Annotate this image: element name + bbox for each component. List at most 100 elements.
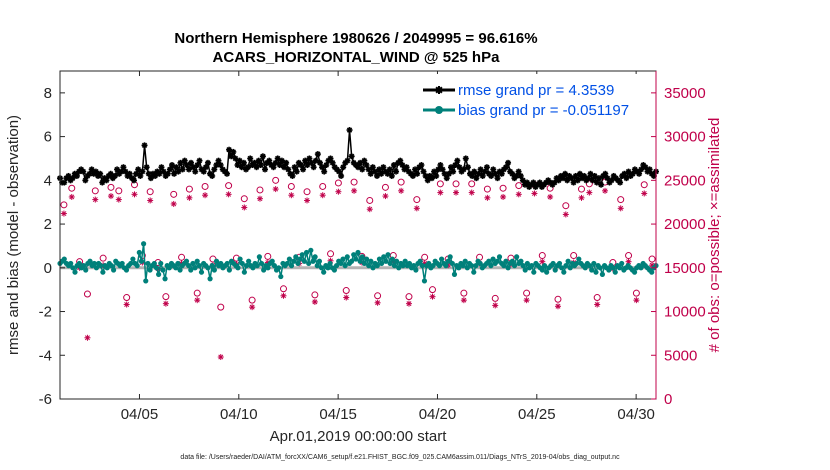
- rmse-point: [574, 177, 581, 184]
- bias-point: [378, 260, 385, 267]
- rmse-point: [361, 157, 368, 164]
- obs-possible-point: [578, 185, 585, 193]
- bias-point: [271, 263, 277, 269]
- bias-point: [649, 269, 655, 275]
- obs-possible-point: [381, 183, 389, 191]
- obs-series-group: [60, 176, 656, 361]
- obs-assimilated-point: [249, 304, 256, 311]
- rmse-point: [348, 153, 355, 160]
- obs-possible-point: [264, 252, 272, 260]
- rmse-point: [314, 151, 321, 158]
- obs-assimilated-point: [586, 189, 593, 196]
- rmse-point: [289, 172, 296, 179]
- rmse-point: [638, 166, 645, 173]
- bias-point: [366, 263, 372, 269]
- obs-assimilated-point: [641, 190, 648, 197]
- bias-point: [357, 258, 363, 264]
- bias-point: [293, 254, 299, 260]
- bias-point: [544, 269, 550, 275]
- bias-point: [173, 265, 179, 271]
- obs-assimilated-point: [194, 297, 201, 304]
- bias-point: [177, 267, 183, 273]
- bias-point: [312, 254, 318, 260]
- bias-point: [145, 260, 151, 267]
- legend-rmse-marker: [435, 86, 443, 94]
- obs-possible-point: [366, 196, 374, 204]
- rmse-point: [179, 166, 186, 173]
- bias-point: [351, 252, 357, 258]
- obs-assimilated-point: [515, 191, 522, 198]
- obs-assimilated-point: [453, 189, 460, 196]
- rmse-point: [204, 159, 211, 166]
- bias-point: [419, 263, 425, 269]
- obs-possible-point: [585, 180, 593, 188]
- bias-point: [224, 260, 230, 267]
- obs-assimilated-point: [351, 187, 358, 194]
- legend: rmse grand pr = 4.3539 bias grand pr = -…: [416, 74, 648, 124]
- obs-assimilated-point: [186, 194, 193, 201]
- obs-possible-point: [311, 291, 319, 299]
- bias-point: [402, 258, 408, 264]
- bias-point: [241, 269, 247, 275]
- bias-point: [141, 241, 147, 247]
- obs-assimilated-point: [460, 297, 467, 304]
- bias-point: [443, 263, 449, 269]
- obs-assimilated-point: [562, 211, 569, 218]
- obs-possible-point: [60, 201, 68, 209]
- bias-point: [104, 265, 110, 271]
- bias-point: [447, 254, 453, 260]
- rmse-point: [483, 164, 490, 171]
- obs-assimilated-point: [241, 204, 248, 211]
- bias-point: [93, 265, 100, 271]
- bias-point: [385, 252, 391, 258]
- obs-assimilated-point: [92, 196, 99, 203]
- rmse-point: [388, 172, 395, 179]
- obs-possible-point: [421, 253, 429, 261]
- bias-point: [531, 269, 537, 275]
- rmse-point: [418, 162, 425, 169]
- bias-point: [464, 265, 470, 271]
- obs-assimilated-point: [374, 299, 381, 306]
- bias-point: [246, 258, 252, 264]
- bias-point: [430, 263, 436, 269]
- bias-point: [631, 269, 638, 275]
- bias-point: [291, 258, 297, 264]
- obs-possible-point: [554, 295, 562, 303]
- y-left-tick-label: -6: [39, 391, 52, 408]
- bias-point: [151, 260, 157, 267]
- bias-point: [619, 260, 625, 267]
- obs-assimilated-point: [131, 191, 138, 198]
- obs-assimilated-point: [594, 301, 601, 308]
- bias-point: [250, 265, 256, 271]
- bias-point: [436, 263, 443, 269]
- y-right-tick-label: 25000: [664, 172, 706, 189]
- bias-point: [123, 267, 130, 273]
- bias-point: [486, 258, 492, 264]
- obs-assimilated-point: [304, 197, 311, 204]
- bias-point: [308, 247, 314, 253]
- obs-possible-point: [625, 252, 633, 260]
- bias-point: [439, 256, 445, 262]
- rmse-point: [464, 164, 471, 171]
- rmse-point: [73, 172, 80, 179]
- y-right-tick-label: 20000: [664, 216, 706, 233]
- rmse-point: [300, 166, 307, 173]
- obs-possible-point: [483, 185, 491, 193]
- obs-possible-point: [436, 180, 444, 188]
- rmse-point: [139, 168, 146, 175]
- y-left-tick-label: -4: [39, 347, 52, 364]
- rmse-point: [192, 168, 199, 175]
- bias-point: [254, 263, 260, 269]
- obs-assimilated-point: [382, 193, 389, 200]
- bias-point: [368, 258, 374, 264]
- bias-point: [612, 269, 618, 275]
- bias-point: [514, 254, 520, 260]
- obs-possible-point: [162, 293, 170, 301]
- obs-possible-point: [91, 187, 99, 195]
- obs-possible-point: [225, 182, 233, 190]
- obs-possible-point: [617, 196, 625, 204]
- bias-point: [503, 258, 509, 264]
- bias-point: [261, 267, 267, 273]
- obs-assimilated-point: [272, 186, 279, 193]
- obs-possible-point: [201, 182, 209, 190]
